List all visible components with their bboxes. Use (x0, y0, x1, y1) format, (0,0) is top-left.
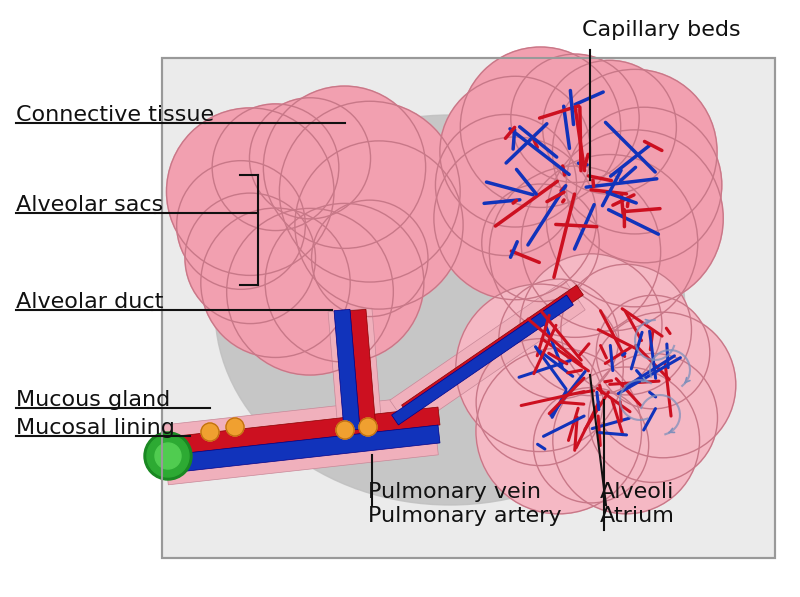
Circle shape (553, 367, 699, 514)
Circle shape (201, 208, 350, 358)
Circle shape (212, 104, 339, 230)
Circle shape (263, 86, 426, 248)
Circle shape (279, 101, 460, 282)
Text: Alveoli: Alveoli (600, 482, 674, 502)
Circle shape (241, 156, 379, 294)
Polygon shape (392, 295, 574, 425)
Text: Alveolar duct: Alveolar duct (16, 292, 163, 312)
Circle shape (534, 387, 649, 503)
Circle shape (440, 76, 590, 227)
Polygon shape (168, 407, 440, 455)
Polygon shape (390, 280, 585, 430)
Circle shape (147, 435, 189, 477)
Polygon shape (402, 285, 583, 415)
Text: Pulmonary artery: Pulmonary artery (368, 506, 562, 526)
Circle shape (511, 54, 639, 183)
Circle shape (476, 348, 642, 514)
Circle shape (434, 137, 597, 300)
Circle shape (295, 141, 463, 309)
Bar (162, 58, 775, 558)
Text: Atrium: Atrium (600, 506, 675, 526)
Circle shape (201, 423, 219, 441)
Circle shape (336, 421, 354, 439)
Text: Mucous gland: Mucous gland (16, 390, 170, 410)
Circle shape (226, 418, 244, 436)
Circle shape (546, 130, 723, 307)
Circle shape (250, 98, 370, 219)
Circle shape (166, 108, 334, 275)
Bar (162, 58, 775, 558)
Circle shape (589, 353, 718, 482)
Circle shape (561, 264, 691, 395)
Circle shape (596, 296, 710, 409)
Circle shape (522, 155, 698, 331)
Circle shape (185, 193, 315, 324)
Text: Mucosal lining: Mucosal lining (16, 418, 175, 438)
Text: Capillary beds: Capillary beds (582, 20, 741, 40)
Circle shape (359, 418, 377, 436)
Ellipse shape (215, 115, 685, 505)
Circle shape (177, 161, 306, 290)
Text: Alveolar sacs: Alveolar sacs (16, 195, 163, 215)
Circle shape (590, 312, 736, 458)
Circle shape (155, 443, 181, 469)
Circle shape (490, 166, 661, 337)
Circle shape (311, 200, 428, 316)
Circle shape (226, 208, 394, 375)
Polygon shape (350, 309, 376, 430)
Text: Connective tissue: Connective tissue (16, 105, 214, 125)
Circle shape (460, 47, 621, 207)
Circle shape (537, 322, 663, 448)
Polygon shape (328, 308, 382, 432)
Circle shape (553, 69, 717, 234)
Circle shape (499, 279, 618, 399)
Polygon shape (334, 309, 360, 430)
Circle shape (506, 116, 644, 254)
Circle shape (542, 60, 676, 194)
Circle shape (476, 338, 603, 466)
Polygon shape (168, 425, 440, 473)
Text: Pulmonary vein: Pulmonary vein (368, 482, 541, 502)
Circle shape (456, 284, 623, 451)
Circle shape (566, 107, 722, 263)
Circle shape (482, 184, 599, 301)
Circle shape (144, 432, 192, 480)
Circle shape (520, 254, 662, 396)
Circle shape (435, 115, 577, 256)
Polygon shape (162, 395, 438, 485)
Circle shape (265, 204, 424, 362)
